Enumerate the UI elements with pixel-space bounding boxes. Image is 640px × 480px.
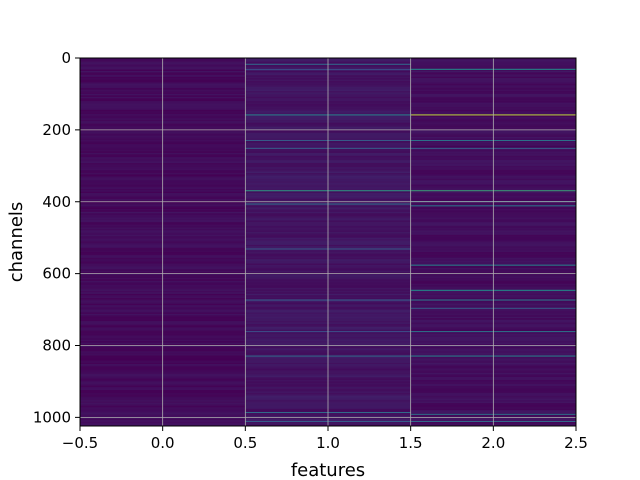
- x-tick-label: −0.5: [62, 434, 98, 452]
- y-tick-label: 0: [61, 49, 71, 67]
- y-tick-label: 400: [42, 193, 71, 211]
- x-axis-label: features: [291, 460, 365, 480]
- y-tick-label: 200: [42, 121, 71, 139]
- x-tick-label: 1.5: [399, 434, 423, 452]
- x-tick-label: 0.0: [151, 434, 175, 452]
- y-tick-label: 800: [42, 337, 71, 355]
- y-axis: 0 200 400 600 800 1000: [33, 49, 80, 426]
- x-tick-label: 2.0: [481, 434, 505, 452]
- x-tick-label: 0.5: [233, 434, 257, 452]
- y-tick-label: 600: [42, 265, 71, 283]
- y-tick-label: 1000: [33, 408, 71, 426]
- x-tick-label: 2.5: [564, 434, 588, 452]
- x-axis: −0.5 0.0 0.5 1.0 1.5 2.0 2.5: [62, 426, 588, 452]
- x-tick-label: 1.0: [316, 434, 340, 452]
- y-axis-label: channels: [6, 202, 27, 283]
